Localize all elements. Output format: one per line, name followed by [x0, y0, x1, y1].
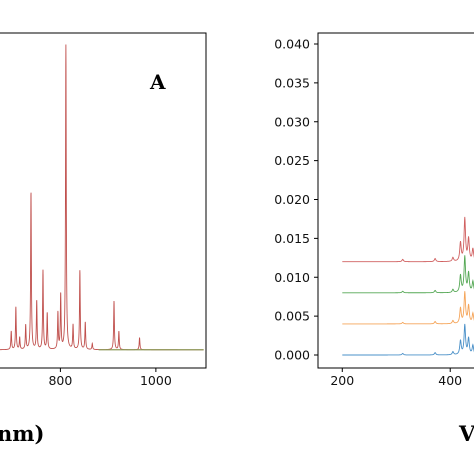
panel-b-y-tick-label: 0.020 [274, 192, 310, 207]
panel-a-x-tick-label: 800 [48, 373, 72, 388]
panel-b-y-tick-label: 0.035 [274, 75, 310, 90]
panel-a-letter: A [149, 70, 166, 94]
panel-a-spectrum [0, 44, 204, 351]
panel-b-series-1-line [342, 323, 474, 356]
panel-b-y-tick-label: 0.015 [274, 231, 310, 246]
panel-b-frame [317, 32, 474, 369]
panel-b-y-tick-label: 0.010 [274, 270, 310, 285]
panel-a-x-ticks: 800 1000 [48, 368, 172, 388]
panel-b-series-4-line [342, 216, 474, 263]
panel-b-spectra [342, 216, 474, 356]
panel-b-y-tick-label: 0.000 [274, 348, 310, 363]
panel-a: 800 1000 A nm) [0, 32, 207, 446]
panel-b: 0.000 0.005 0.010 0.015 0.020 0.025 0.030 0.035… [274, 32, 474, 446]
panel-a-x-tick-label: 1000 [140, 373, 172, 388]
panel-b-y-tick-label: 0.030 [274, 114, 310, 129]
panel-b-y-tick-label: 0.005 [274, 309, 310, 324]
panel-b-y-ticks: 0.000 0.005 0.010 0.015 0.020 0.025 0.030 0.035… [274, 37, 318, 363]
panel-b-y-tick-label: 0.040 [274, 37, 310, 52]
panel-b-x-ticks: 200 400 [330, 368, 462, 388]
panel-b-x-axis-label: V [458, 421, 474, 446]
panel-b-series-3-line [342, 255, 474, 294]
panel-b-x-tick-label: 200 [330, 373, 354, 388]
panel-a-x-axis-label: nm) [0, 421, 44, 446]
panel-b-y-tick-label: 0.025 [274, 153, 310, 168]
panel-b-series-2-line [342, 291, 474, 325]
panel-b-x-tick-label: 400 [438, 373, 462, 388]
panel-a-frame [0, 32, 207, 369]
panel-a-spectrum-line [0, 44, 204, 351]
